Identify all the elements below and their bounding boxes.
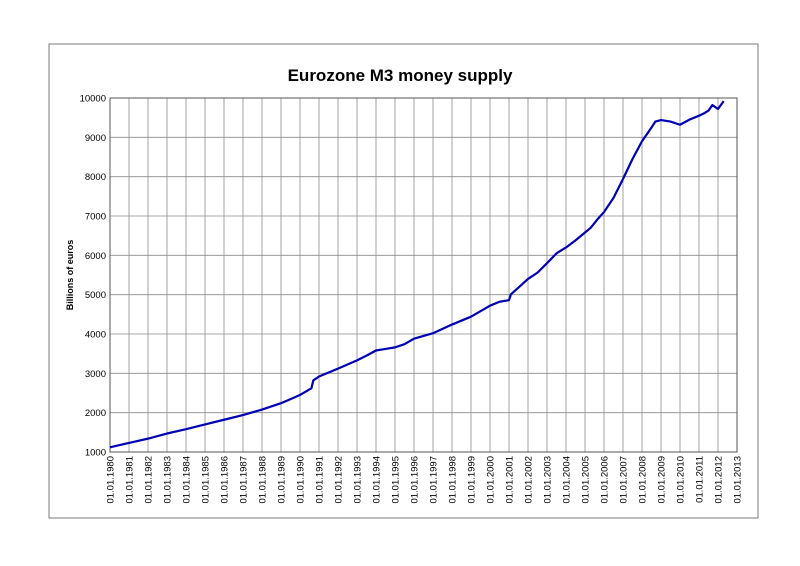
- x-tick-label: 01.01.2004: [562, 456, 573, 504]
- plot-area: [109, 97, 738, 453]
- x-tick-label: 01.01.1989: [277, 456, 288, 504]
- series-group: [109, 100, 725, 449]
- x-tick-label: 01.01.1996: [410, 456, 421, 504]
- y-tick-label: 9000: [85, 133, 106, 144]
- x-tick-label: 01.01.1991: [315, 456, 326, 504]
- y-tick-label: 6000: [85, 251, 106, 262]
- series-line-0: [109, 100, 725, 449]
- x-tick-label: 01.01.2009: [657, 456, 668, 504]
- x-tick-label: 01.01.2013: [733, 456, 744, 504]
- x-tick-label: 01.01.1983: [163, 456, 174, 504]
- x-tick-label: 01.01.1981: [125, 456, 136, 504]
- x-tick-label: 01.01.2010: [676, 456, 687, 504]
- x-tick-label: 01.01.2000: [486, 456, 497, 504]
- x-tick-label: 01.01.1987: [239, 456, 250, 504]
- x-tick-label: 01.01.1980: [106, 456, 117, 504]
- y-tick-label: 3000: [85, 369, 106, 380]
- gridlines: [109, 97, 738, 453]
- x-tick-label: 01.01.1993: [353, 456, 364, 504]
- x-tick-label: 01.01.2011: [695, 456, 706, 503]
- x-tick-label: 01.01.2012: [714, 456, 725, 504]
- y-tick-label: 8000: [85, 172, 106, 183]
- x-tick-label: 01.01.2002: [524, 456, 535, 504]
- x-tick-label: 01.01.1990: [296, 456, 307, 504]
- x-tick-label: 01.01.1988: [258, 456, 269, 504]
- y-tick-label: 5000: [85, 290, 106, 301]
- x-tick-label: 01.01.2005: [581, 456, 592, 504]
- y-tick-label: 4000: [85, 330, 106, 341]
- x-tick-label: 01.01.1992: [334, 456, 345, 504]
- x-axis-ticks: 01.01.1980 01.01.1981 01.01.1982 01.01.1983…: [106, 456, 744, 504]
- x-tick-label: 01.01.2006: [600, 456, 611, 504]
- x-tick-label: 01.01.1994: [372, 456, 383, 504]
- x-tick-label: 01.01.1982: [144, 456, 155, 504]
- x-tick-label: 01.01.1995: [391, 456, 402, 504]
- y-axis-label: Billions of euros: [65, 240, 75, 311]
- x-tick-label: 01.01.2001: [505, 456, 516, 504]
- chart-frame: [48, 43, 759, 519]
- x-tick-label: 01.01.2008: [638, 456, 649, 504]
- x-tick-label: 01.01.1999: [467, 456, 478, 504]
- y-tick-label: 7000: [85, 212, 106, 223]
- x-tick-label: 01.01.1997: [429, 456, 440, 504]
- y-tick-label: 2000: [85, 408, 106, 419]
- chart-title: Eurozone M3 money supply: [288, 66, 513, 85]
- y-tick-label: 1000: [85, 448, 106, 459]
- y-axis-ticks: 1000 2000 3000 4000 5000 6000 7000 8000 9000 1000…: [80, 94, 106, 459]
- x-tick-label: 01.01.1984: [182, 456, 193, 504]
- x-tick-label: 01.01.2003: [543, 456, 554, 504]
- x-tick-label: 01.01.1985: [201, 456, 212, 504]
- x-tick-label: 01.01.2007: [619, 456, 630, 504]
- y-tick-label: 10000: [80, 94, 106, 105]
- x-tick-label: 01.01.1998: [448, 456, 459, 504]
- x-tick-label: 01.01.1986: [220, 456, 231, 504]
